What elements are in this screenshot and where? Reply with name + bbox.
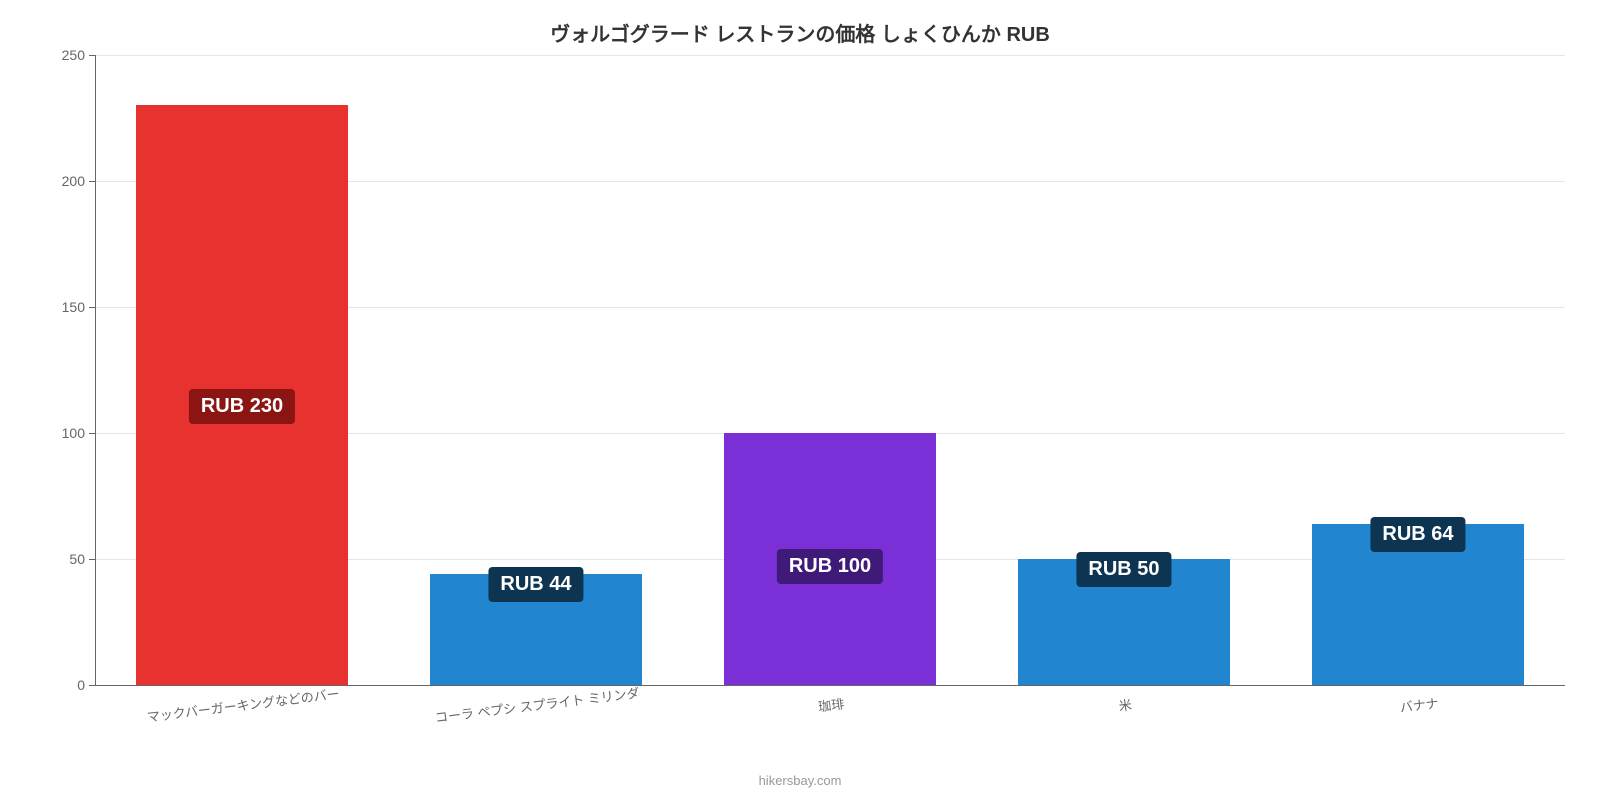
chart-title: ヴォルゴグラード レストランの価格 しょくひんか RUB [0, 18, 1600, 47]
value-badge: RUB 230 [189, 389, 295, 424]
bar: RUB 50 [1018, 559, 1230, 685]
bar: RUB 100 [724, 433, 936, 685]
attribution-text: hikersbay.com [0, 773, 1600, 788]
bar: RUB 44 [430, 574, 642, 685]
y-tick-label: 200 [62, 173, 85, 189]
gridline [95, 55, 1565, 56]
value-badge: RUB 44 [488, 567, 583, 602]
bar-chart: ヴォルゴグラード レストランの価格 しょくひんか RUB 05010015020… [0, 0, 1600, 800]
x-tick-label: バナナ [1399, 693, 1440, 717]
bar: RUB 64 [1312, 524, 1524, 685]
bar: RUB 230 [136, 105, 348, 685]
x-tick-label: 珈琲 [817, 693, 845, 715]
value-badge: RUB 100 [777, 549, 883, 584]
y-tick-label: 150 [62, 299, 85, 315]
y-tick-label: 50 [69, 551, 85, 567]
x-tick-label: マックバーガーキングなどのバー [146, 683, 341, 725]
value-badge: RUB 64 [1370, 517, 1465, 552]
x-tick-label: 米 [1118, 694, 1133, 714]
y-tick-label: 250 [62, 47, 85, 63]
y-axis [95, 55, 96, 685]
x-tick-label: コーラ ペプシ スプライト ミリンダ [434, 682, 641, 726]
value-badge: RUB 50 [1076, 552, 1171, 587]
plot-area: 050100150200250RUB 230マックバーガーキングなどのバーRUB… [95, 55, 1565, 685]
y-tick-label: 0 [77, 677, 85, 693]
y-tick-label: 100 [62, 425, 85, 441]
